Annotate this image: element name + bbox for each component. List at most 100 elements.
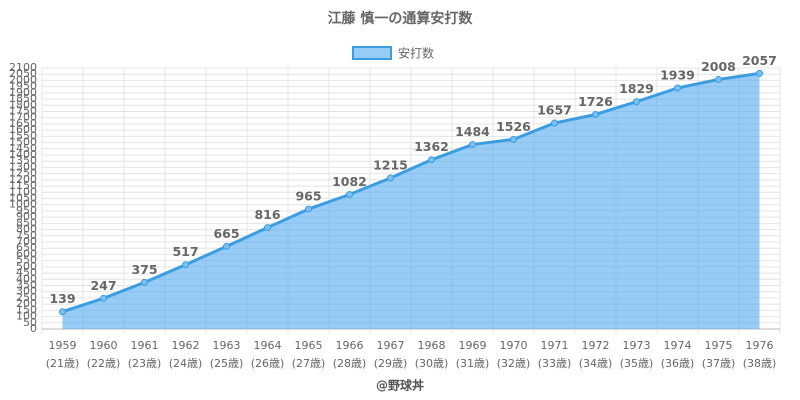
value-label: 2057 — [742, 53, 777, 68]
value-label: 665 — [213, 226, 239, 241]
y-tick-label: 1850 — [9, 92, 37, 105]
point — [551, 119, 558, 127]
x-tick-sublabel: (26歳) — [251, 357, 285, 370]
point — [223, 242, 230, 250]
x-tick-label: 1965 — [295, 339, 323, 352]
point — [510, 135, 517, 143]
y-tick-label: 600 — [16, 247, 37, 260]
x-tick-label: 1971 — [541, 339, 569, 352]
x-tick-sublabel: (24歳) — [169, 357, 203, 370]
y-tick-label: 1800 — [9, 98, 37, 111]
legend-swatch — [352, 46, 392, 60]
value-label: 2008 — [701, 59, 736, 74]
point — [346, 191, 353, 199]
point — [633, 98, 640, 106]
x-tick-label: 1960 — [90, 339, 118, 352]
x-tick-sublabel: (22歳) — [87, 357, 121, 370]
y-tick-label: 1200 — [9, 173, 37, 186]
point — [592, 110, 599, 118]
x-tick-label: 1975 — [705, 339, 733, 352]
x-tick-sublabel: (38歳) — [743, 357, 777, 370]
value-label: 375 — [131, 262, 157, 277]
x-tick-sublabel: (34歳) — [579, 357, 613, 370]
y-tick-label: 1450 — [9, 142, 37, 155]
x-tick-sublabel: (23歳) — [128, 357, 162, 370]
point — [715, 75, 722, 83]
value-label: 1215 — [373, 157, 408, 172]
y-tick-label: 850 — [16, 216, 37, 229]
y-tick-label: 1550 — [9, 129, 37, 142]
y-tick-label: 350 — [16, 279, 37, 292]
x-tick-label: 1976 — [746, 339, 774, 352]
x-tick-label: 1972 — [582, 339, 610, 352]
x-tick-label: 1967 — [377, 339, 405, 352]
y-tick-label: 100 — [16, 310, 37, 323]
point — [264, 224, 271, 232]
x-tick-label: 1968 — [418, 339, 446, 352]
x-tick-sublabel: (25歳) — [210, 357, 244, 370]
y-tick-label: 1500 — [9, 136, 37, 149]
chart-title: 江藤 慎一の通算安打数 — [328, 10, 474, 27]
y-tick-label: 1750 — [9, 105, 37, 118]
y-tick-label: 1700 — [9, 111, 37, 124]
value-label: 1082 — [332, 174, 367, 189]
y-tick-label: 500 — [16, 260, 37, 273]
y-tick-label: 150 — [16, 303, 37, 316]
y-tick-label: 1300 — [9, 160, 37, 173]
x-tick-label: 1959 — [49, 339, 77, 352]
x-tick-sublabel: (30歳) — [415, 357, 449, 370]
x-tick-label: 1963 — [213, 339, 241, 352]
footer: @野球丼 — [376, 378, 424, 393]
value-label: 1484 — [455, 124, 490, 139]
point — [756, 69, 763, 77]
value-label: 1829 — [619, 81, 654, 96]
x-tick-sublabel: (27歳) — [292, 357, 326, 370]
y-tick-label: 700 — [16, 235, 37, 248]
value-label: 517 — [172, 244, 198, 259]
point — [387, 174, 394, 182]
x-tick-label: 1964 — [254, 339, 282, 352]
x-tick-label: 1966 — [336, 339, 364, 352]
y-tick-label: 950 — [16, 204, 37, 217]
x-tick-sublabel: (32歳) — [497, 357, 531, 370]
value-label: 1526 — [496, 119, 531, 134]
point — [100, 294, 107, 302]
x-tick-sublabel: (31歳) — [456, 357, 490, 370]
y-tick-label: 450 — [16, 266, 37, 279]
y-tick-label: 2100 — [9, 61, 37, 74]
value-label: 965 — [295, 189, 321, 204]
y-tick-label: 1100 — [9, 185, 37, 198]
x-tick-label: 1961 — [131, 339, 159, 352]
y-tick-label: 1150 — [9, 179, 37, 192]
x-tick-sublabel: (29歳) — [374, 357, 408, 370]
x-tick-sublabel: (36歳) — [661, 357, 695, 370]
y-tick-label: 400 — [16, 272, 37, 285]
point — [674, 84, 681, 92]
y-tick-label: 800 — [16, 223, 37, 236]
y-tick-label: 1250 — [9, 167, 37, 180]
y-tick-label: 200 — [16, 297, 37, 310]
point — [59, 308, 66, 316]
point — [182, 261, 189, 269]
y-tick-label: 750 — [16, 229, 37, 242]
y-tick-label: 1400 — [9, 148, 37, 161]
y-tick-label: 550 — [16, 254, 37, 267]
x-tick-sublabel: (21歳) — [46, 357, 80, 370]
y-tick-label: 2000 — [9, 73, 37, 86]
x-tick-sublabel: (33歳) — [538, 357, 572, 370]
y-tick-label: 1350 — [9, 154, 37, 167]
y-tick-label: 1650 — [9, 117, 37, 130]
value-label: 139 — [49, 291, 75, 306]
y-tick-label: 250 — [16, 291, 37, 304]
y-tick-label: 1050 — [9, 192, 37, 205]
area — [62, 73, 760, 329]
y-tick-label: 1000 — [9, 198, 37, 211]
y-tick-label: 1950 — [9, 80, 37, 93]
value-label: 1939 — [660, 68, 695, 83]
value-label: 1362 — [414, 139, 449, 154]
x-tick-sublabel: (28歳) — [333, 357, 367, 370]
point — [141, 278, 148, 286]
x-tick-label: 1962 — [172, 339, 200, 352]
y-tick-label: 1900 — [9, 86, 37, 99]
